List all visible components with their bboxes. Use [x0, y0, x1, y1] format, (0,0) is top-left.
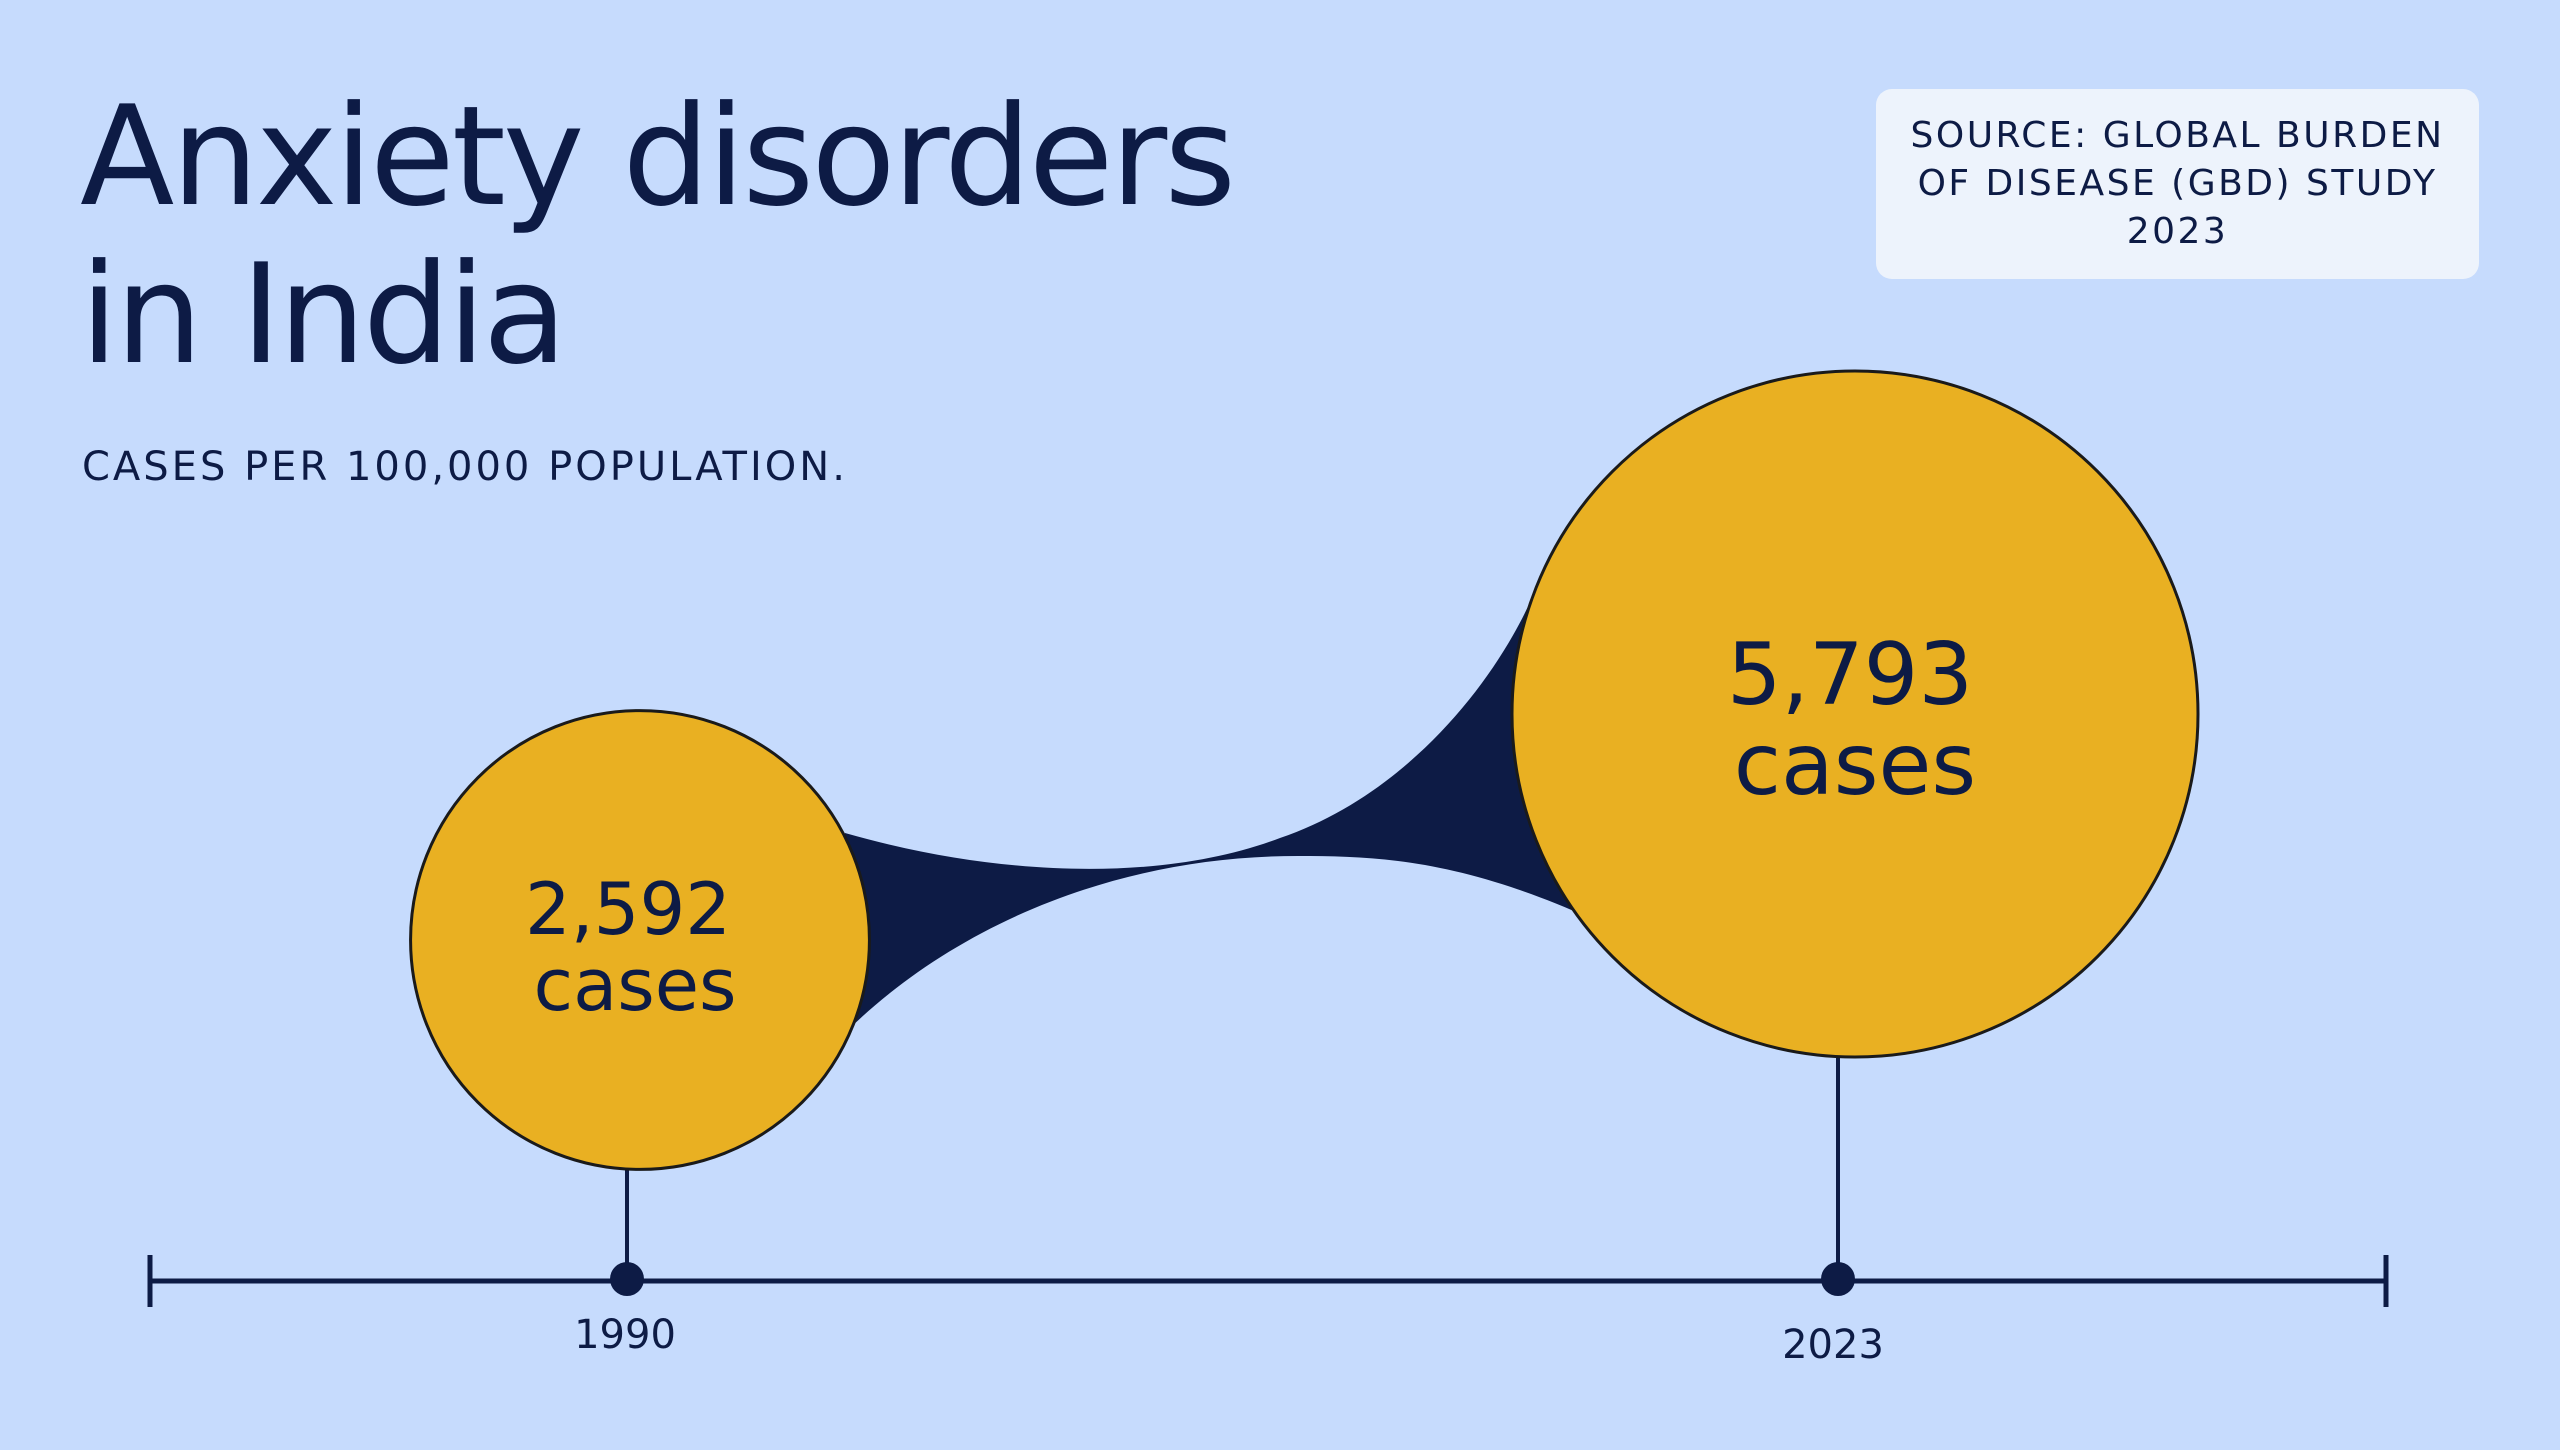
year-label-1990: 1990 — [574, 1312, 676, 1358]
connector-ribbon — [845, 578, 1590, 1030]
bubble-value-2023: 5,793 — [1727, 625, 1973, 725]
bubble-2023 — [1510, 369, 2200, 1059]
bubble-1990 — [409, 709, 871, 1171]
chart-title-line-1: Anxiety disorders — [80, 76, 1236, 237]
timeline-dot-2023 — [1821, 1262, 1855, 1296]
chart-title-line-2: in India — [80, 234, 567, 395]
bubble-unit-1990: cases — [533, 943, 736, 1027]
year-label-2023: 2023 — [1782, 1322, 1884, 1368]
bubble-value-1990: 2,592 — [525, 867, 731, 951]
chart-title: Anxiety disorders in India — [80, 76, 1236, 395]
source-box: SOURCE: GLOBAL BURDEN OF DISEASE (GBD) S… — [1876, 89, 2479, 279]
source-text: SOURCE: GLOBAL BURDEN OF DISEASE (GBD) S… — [1910, 115, 2445, 252]
bubble-unit-2023: cases — [1734, 715, 1977, 815]
timeline-dot-1990 — [610, 1262, 644, 1296]
chart-subtitle: CASES PER 100,000 POPULATION. — [82, 444, 848, 490]
